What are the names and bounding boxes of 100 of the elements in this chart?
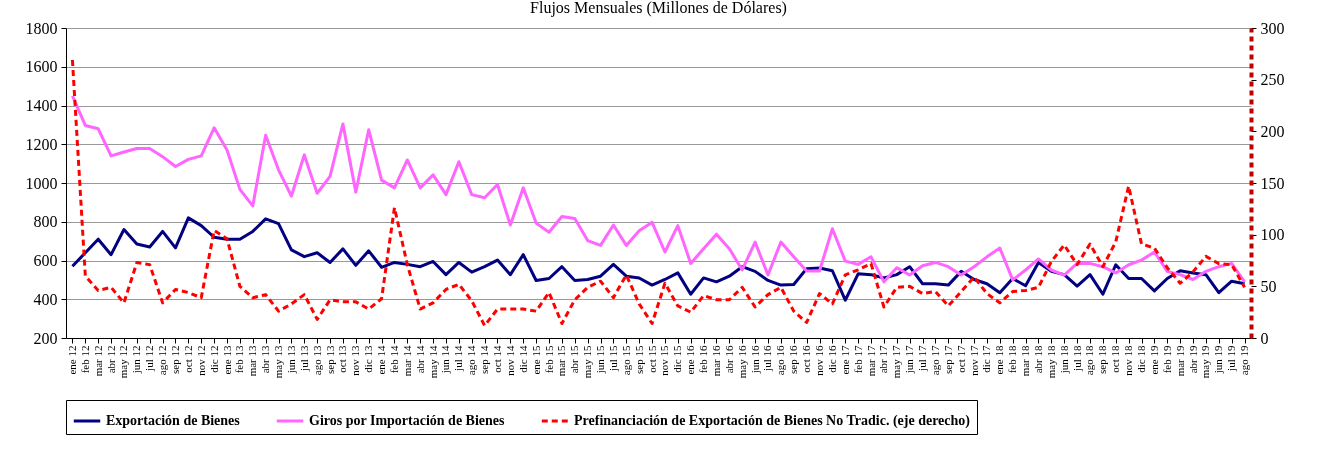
x-tick-label: sep 14 <box>478 345 491 374</box>
x-tick-label: jun 18 <box>1057 345 1070 375</box>
x-tick-label: sep 18 <box>1096 345 1109 374</box>
x-tick-label: jul 13 <box>297 345 310 372</box>
x-tick-label: feb 17 <box>851 345 864 374</box>
x-tick-label: ene 17 <box>838 345 851 375</box>
x-tick-label: feb 19 <box>1160 345 1173 374</box>
x-tick-label: ene 15 <box>529 345 542 375</box>
x-tick-label: may 15 <box>581 345 594 379</box>
x-tick-label: oct 16 <box>800 345 813 373</box>
x-tick-label: jun 17 <box>903 345 916 375</box>
x-tick-label: abr 17 <box>877 345 890 374</box>
x-tick-label: ene 13 <box>220 345 233 375</box>
x-tick-label: sep 13 <box>323 345 336 374</box>
chart-title: Flujos Mensuales (Millones de Dólares) <box>530 0 787 17</box>
x-tick-label: feb 18 <box>1006 345 1019 374</box>
line-series <box>70 94 1247 284</box>
x-tick-label: ago 15 <box>619 345 632 376</box>
x-tick-label: jul 15 <box>606 345 619 372</box>
x-tick-label: nov 14 <box>503 345 516 376</box>
x-tick-label: jun 16 <box>748 345 761 375</box>
x-tick-label: ene 18 <box>993 345 1006 375</box>
y-tick-label: 600 <box>33 252 58 269</box>
x-tick-label: may 13 <box>272 345 285 379</box>
x-tick-label: abr 14 <box>413 345 426 374</box>
x-tick-label: jun 12 <box>130 345 143 375</box>
y-tick-label: 1400 <box>25 97 58 114</box>
x-tick-label: ene 16 <box>684 345 697 375</box>
legend-label: Exportación de Bienes <box>106 413 241 428</box>
x-tick-label: oct 17 <box>954 345 967 373</box>
line-series <box>70 58 1247 328</box>
y-tick-label: 1200 <box>25 135 58 153</box>
x-tick-label: jul 18 <box>1070 345 1083 372</box>
x-tick-label: ago 17 <box>928 345 941 376</box>
x-tick-label: jul 16 <box>761 345 774 372</box>
x-tick-label: mar 14 <box>400 345 413 377</box>
y-tick-label: 800 <box>33 213 58 231</box>
line-series <box>70 216 1247 302</box>
x-tick-label: abr 13 <box>259 345 272 374</box>
x-tick-label: jun 14 <box>439 345 452 375</box>
legend-label: Giros por Importación de Bienes <box>309 413 506 428</box>
y-tick-label: 1800 <box>25 19 58 37</box>
x-tick-label: dic 17 <box>980 345 993 373</box>
x-tick-label: jun 15 <box>594 345 607 375</box>
x-tick-label: sep 17 <box>941 345 954 374</box>
x-tick-label: ene 19 <box>1147 345 1160 375</box>
x-tick-label: ene 12 <box>65 345 78 375</box>
y2-tick-label: 0 <box>1260 329 1269 347</box>
x-tick-label: feb 16 <box>697 345 710 374</box>
x-tick-label: may 19 <box>1199 345 1212 379</box>
x-tick-label: jul 14 <box>452 345 465 372</box>
x-tick-label: ago 13 <box>310 345 323 376</box>
x-tick-label: dic 13 <box>362 345 375 373</box>
x-tick-label: may 12 <box>117 345 130 379</box>
y2-tick-label: 100 <box>1260 226 1285 244</box>
x-tick-label: mar 15 <box>555 345 568 377</box>
y2-tick-label: 50 <box>1260 277 1277 295</box>
x-tick-label: dic 14 <box>516 345 529 373</box>
x-tick-label: ene 14 <box>375 345 388 375</box>
y2-tick-label: 200 <box>1260 122 1285 140</box>
y2-tick-label: 250 <box>1260 71 1285 89</box>
x-tick-label: may 16 <box>735 345 748 379</box>
x-tick-label: ago 14 <box>465 345 478 376</box>
x-tick-label: jul 19 <box>1225 345 1238 372</box>
x-tick-label: may 14 <box>426 345 439 379</box>
x-tick-label: mar 18 <box>1019 345 1032 377</box>
x-tick-label: feb 14 <box>387 345 400 374</box>
x-tick-label: may 17 <box>890 345 903 379</box>
x-tick-label: nov 16 <box>813 345 826 376</box>
x-tick-label: jun 19 <box>1212 345 1225 375</box>
x-tick-label: abr 19 <box>1186 345 1199 374</box>
x-tick-label: jul 17 <box>916 345 929 372</box>
x-tick-label: mar 17 <box>864 345 877 377</box>
x-tick-label: mar 16 <box>709 345 722 377</box>
x-tick-label: ago 16 <box>774 345 787 376</box>
x-tick-label: oct 14 <box>490 345 503 373</box>
x-tick-label: feb 12 <box>78 345 91 374</box>
x-tick-label: oct 13 <box>336 345 349 373</box>
y2-tick-label: 150 <box>1260 174 1285 192</box>
x-tick-label: sep 12 <box>168 345 181 374</box>
x-tick-label: ago 19 <box>1238 345 1251 376</box>
x-tick-label: abr 16 <box>722 345 735 374</box>
legend-label: Prefinanciación de Exportación de Bienes No Tradic. (eje derecho) <box>574 413 971 429</box>
x-tick-label: dic 18 <box>1135 345 1148 373</box>
x-tick-label: dic 16 <box>825 345 838 373</box>
x-tick-label: nov 12 <box>194 345 207 376</box>
x-tick-label: ago 12 <box>156 345 169 376</box>
x-tick-label: jul 12 <box>143 345 156 372</box>
x-tick-label: feb 13 <box>233 345 246 374</box>
x-tick-label: sep 16 <box>787 345 800 374</box>
y-tick-label: 1000 <box>25 174 58 192</box>
x-tick-label: oct 15 <box>645 345 658 373</box>
x-tick-label: abr 18 <box>1031 345 1044 374</box>
x-tick-label: nov 18 <box>1122 345 1135 376</box>
x-tick-label: nov 17 <box>967 345 980 376</box>
x-tick-label: may 18 <box>1044 345 1057 379</box>
x-tick-label: mar 19 <box>1173 345 1186 377</box>
x-tick-label: abr 12 <box>104 345 117 374</box>
x-tick-label: mar 12 <box>91 345 104 377</box>
x-tick-label: mar 13 <box>246 345 259 377</box>
